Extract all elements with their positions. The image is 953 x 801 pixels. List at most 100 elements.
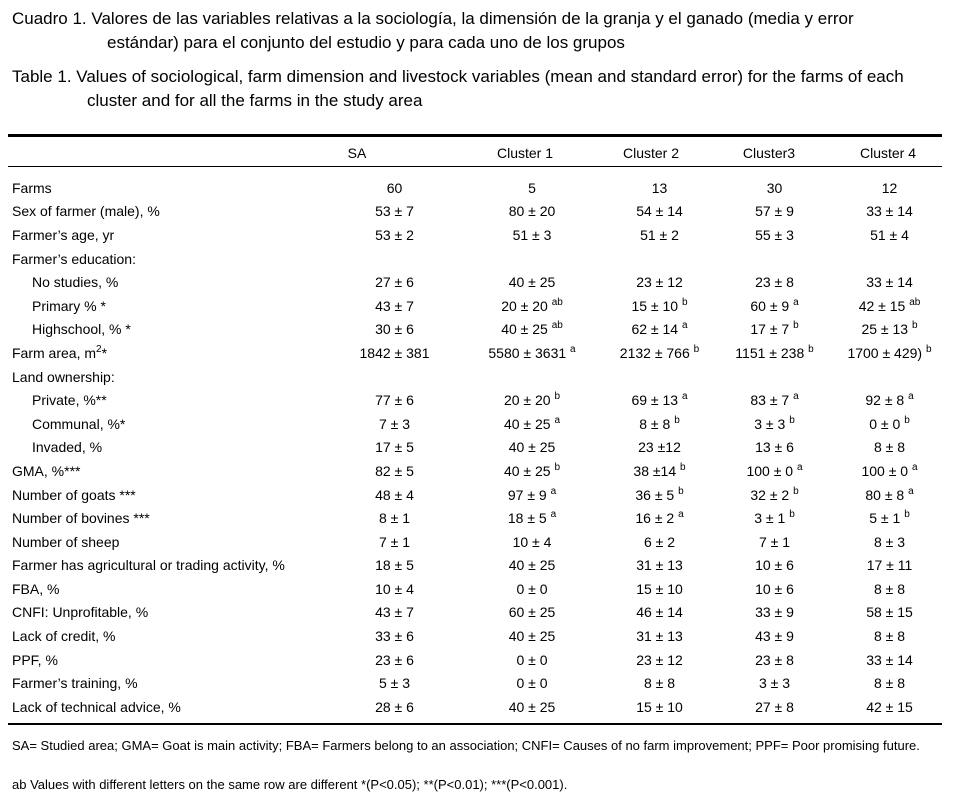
cell-c2: 15 ± 10 b [607,294,712,318]
row-label-text: Land ownership: [12,368,115,385]
cell-c4: 33 ± 14 [837,270,942,294]
cell-c1 [457,365,607,389]
cell-c2: 6 ± 2 [607,530,712,554]
row-label-superscript: 2 [96,343,102,355]
cell-c3: 10 ± 6 [712,577,837,601]
cell-c4: 0 ± 0 b [837,412,942,436]
row-label: Farmer’s education: [8,247,332,271]
cell-sa: 7 ± 3 [332,412,457,436]
row-label-text: Number of bovines *** [12,510,150,527]
cell-value: 23 ± 8 [755,651,794,668]
footnote-significance: ab Values with different letters on the … [12,777,568,792]
cell-c4: 1700 ± 429) b [837,341,942,365]
cell-c1: 80 ± 20 [457,200,607,224]
caption-english-line1: Table 1. Values of sociological, farm di… [12,67,904,86]
table-bottom-rule [8,723,942,725]
cell-value: 20 ± 20 [503,392,555,409]
cell-c4: 8 ± 8 [837,671,942,695]
cell-sa: 27 ± 6 [332,270,457,294]
cell-value: 1151 ± 238 [735,344,809,361]
cell-c3: 43 ± 9 [712,624,837,648]
table-row: Lack of technical advice, % 28 ± 6 40 ± 25… [8,695,942,719]
cell-c1: 51 ± 3 [457,223,607,247]
cell-value: 8 ± 1 [378,510,411,527]
cell-value: 32 ± 2 [750,486,794,503]
cell-value: 23 ± 12 [636,651,683,668]
cell-c3: 27 ± 8 [712,695,837,719]
cell-c3: 13 ± 6 [712,436,837,460]
cell-c1: 5 [457,176,607,200]
cell-c1: 40 ± 25 [457,554,607,578]
cell-value: 82 ± 5 [375,462,414,479]
table-row: Farmer’s age, yr 53 ± 2 51 ± 3 51 ± 2 55 ± 3… [8,223,942,247]
cell-value: 43 ± 9 [755,628,794,645]
cell-c3: 83 ± 7 a [712,388,837,412]
row-label: Highschool, % * [8,318,332,342]
cell-value: 40 ± 25 [503,415,555,432]
column-header-cluster-4: Cluster 4 [859,145,917,161]
cell-value: 42 ± 15 [866,698,913,715]
row-label: Invaded, % [8,436,332,460]
cell-c1: 0 ± 0 [457,577,607,601]
row-label-text: Farmer has agricultural or trading activ… [12,557,285,574]
cell-sa: 28 ± 6 [332,695,457,719]
cell-c2: 31 ± 13 [607,554,712,578]
cell-value: 8 ± 8 [873,628,906,645]
cell-c1: 18 ± 5 a [457,506,607,530]
cell-value: 100 ± 0 [861,462,912,479]
row-label-text: Lack of technical advice, % [12,698,181,715]
cell-c4: 33 ± 14 [837,200,942,224]
cell-c4: 42 ± 15 ab [837,294,942,318]
row-label-text: FBA, % [12,580,60,597]
cell-value: 15 ± 10 [636,580,683,597]
cell-value: 55 ± 3 [755,226,794,243]
cell-significance-letter: b [554,391,561,403]
table-row: GMA, %*** 82 ± 5 40 ± 25 b 38 ±14 b 100 ± 0 … [8,459,942,483]
cell-c4: 8 ± 8 [837,436,942,460]
cell-c2: 16 ± 2 a [607,506,712,530]
row-label: GMA, %*** [8,459,332,483]
cell-value: 0 ± 0 [869,415,905,432]
cell-value: 8 ± 3 [873,533,906,550]
cell-c3: 10 ± 6 [712,554,837,578]
cell-value: 17 ± 5 [375,439,414,456]
cell-sa: 43 ± 7 [332,294,457,318]
table-top-rule [8,134,942,137]
cell-c3: 17 ± 7 b [712,318,837,342]
cell-c2: 2132 ± 766 b [607,341,712,365]
row-label-text: Highschool, % * [32,321,131,338]
row-label-text: No studies, % [32,274,119,291]
cell-value: 30 ± 6 [375,321,414,338]
cell-c4: 5 ± 1 b [837,506,942,530]
cell-value: 38 ±14 [633,462,681,479]
footnote-abbreviations: SA= Studied area; GMA= Goat is main acti… [12,738,920,753]
cell-c3 [712,365,837,389]
cell-value: 80 ± 20 [508,203,556,220]
cell-significance-letter: b [911,320,918,332]
cell-c2: 46 ± 14 [607,601,712,625]
cell-c2: 23 ± 12 [607,648,712,672]
cell-significance-letter: a [796,461,803,473]
table-row: Farmer’s education: [8,247,942,271]
cell-c1: 0 ± 0 [457,648,607,672]
cell-value: 46 ± 14 [636,604,683,621]
cell-c2: 13 [607,176,712,200]
caption-spanish-line2: estándar) para el conjunto del estudio y… [107,33,625,52]
cell-significance-letter: b [904,414,910,426]
cell-c1: 40 ± 25 [457,695,607,719]
cell-value: 40 ± 25 [508,274,556,291]
cell-value: 40 ± 25 [508,698,556,715]
row-label-text: PPF, % [12,651,58,668]
cell-significance-letter: ab [909,296,921,308]
row-label-text: Farmer’s age, yr [12,226,115,243]
column-header-cluster-3: Cluster3 [742,145,796,161]
cell-sa: 23 ± 6 [332,648,457,672]
cell-c4: 92 ± 8 a [837,388,942,412]
cell-c4 [837,365,942,389]
cell-value: 97 ± 9 [507,486,551,503]
cell-value: 8 ± 8 [873,439,906,456]
cell-c1: 40 ± 25 [457,270,607,294]
table-row: Number of goats *** 48 ± 4 97 ± 9 a 36 ± 5 … [8,483,942,507]
row-label-text: Primary % * [32,297,106,314]
